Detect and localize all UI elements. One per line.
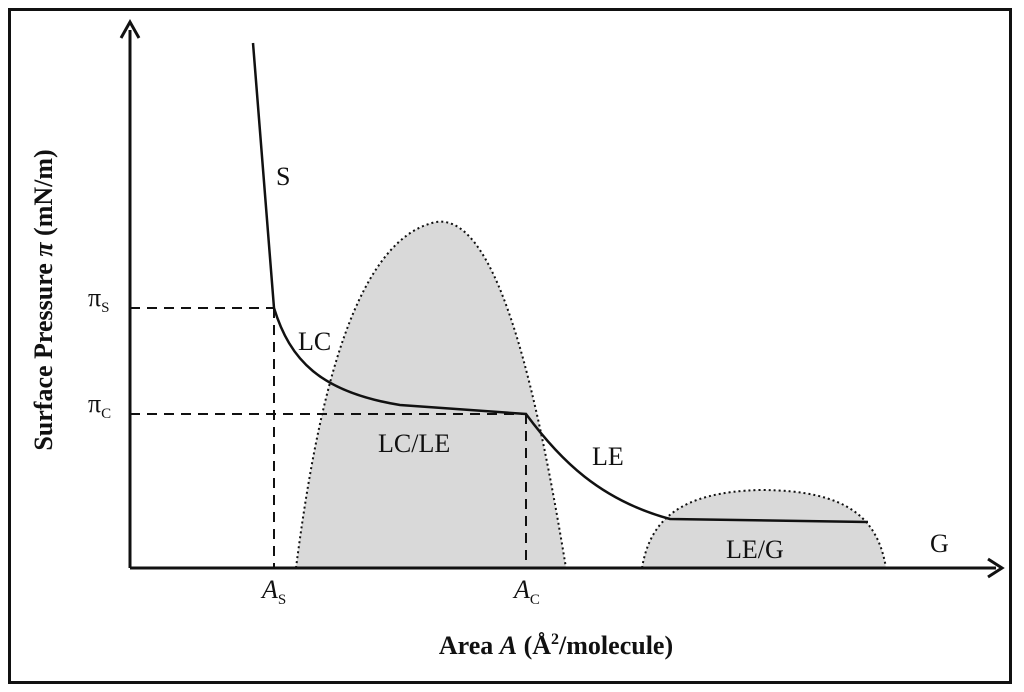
- x-axis-title: Area A (Å2/molecule): [439, 631, 673, 660]
- phase-label-lc-le: LC/LE: [378, 429, 450, 458]
- a-s-label: AS: [260, 575, 286, 608]
- le-g-coexistence-region: [640, 488, 888, 569]
- phase-label-g: G: [930, 529, 949, 558]
- phase-label-le: LE: [592, 442, 624, 471]
- x-axis-arrow: [987, 557, 1005, 579]
- y-axis-arrow: [119, 18, 141, 39]
- a-c-label: AC: [512, 575, 540, 608]
- lc-le-coexistence-region: [294, 220, 568, 569]
- phase-label-s: S: [276, 162, 290, 191]
- pi-c-label: πC: [88, 389, 111, 422]
- phase-label-le-g: LE/G: [726, 535, 784, 564]
- phase-label-lc: LC: [298, 327, 331, 356]
- pi-s-label: πS: [88, 283, 109, 316]
- isotherm-curve: [251, 42, 869, 524]
- y-axis-title: Surface Pressure π (mN/m): [29, 149, 58, 450]
